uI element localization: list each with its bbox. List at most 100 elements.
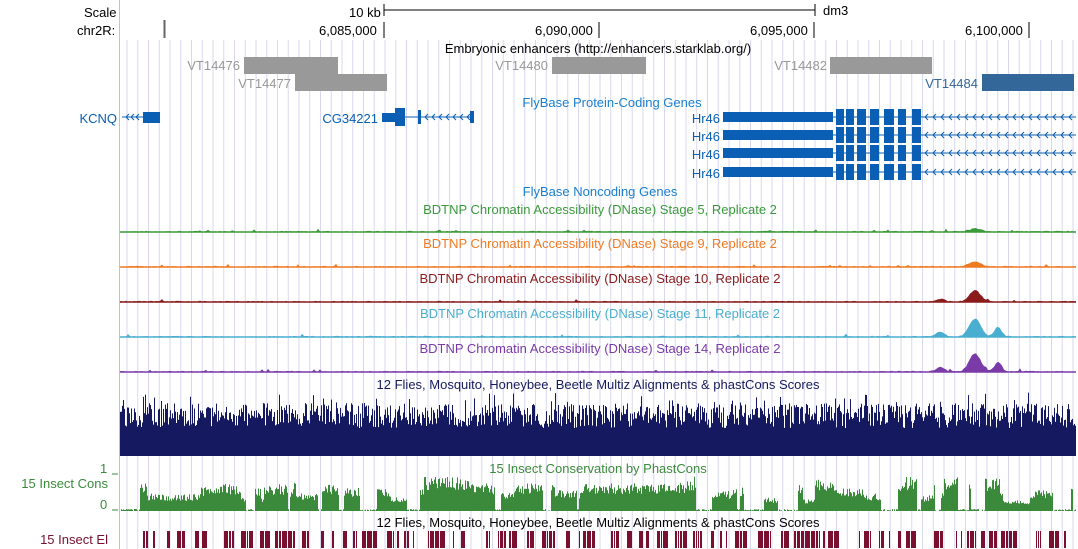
conserved-element — [675, 531, 677, 548]
conserved-element — [232, 531, 234, 548]
strand-arrow — [1052, 113, 1057, 121]
gene-label-hr46[interactable]: Hr46 — [691, 129, 720, 144]
gene-label-cg34221[interactable]: CG34221 — [322, 111, 378, 126]
conserved-element — [592, 531, 595, 548]
strand-arrow — [1044, 149, 1049, 157]
conserved-element — [373, 531, 377, 548]
strand-arrow — [964, 113, 969, 121]
conserved-element — [549, 531, 552, 548]
strand-arrow — [1028, 168, 1033, 176]
conserved-element — [177, 531, 181, 548]
enhancer-label[interactable]: VT14480 — [495, 58, 548, 73]
strand-arrow — [1004, 113, 1009, 121]
strand-arrow — [130, 113, 135, 121]
conserved-element — [1009, 531, 1012, 548]
conserved-element — [413, 531, 414, 548]
strand-arrow — [1044, 113, 1049, 121]
strand-arrow — [964, 149, 969, 157]
conserved-element — [583, 531, 586, 548]
conserved-element — [512, 531, 517, 548]
conserved-element — [527, 531, 529, 548]
conserved-element — [828, 531, 833, 548]
gene-exon — [857, 109, 866, 125]
strand-arrow — [924, 149, 929, 157]
dnase-stage5-title[interactable]: BDTNP Chromatin Accessibility (DNase) St… — [423, 202, 777, 217]
conserved-element — [153, 531, 155, 548]
conserved-element — [797, 531, 800, 548]
strand-arrow — [1060, 113, 1065, 121]
conserved-element — [509, 531, 511, 548]
conserved-element — [834, 531, 839, 548]
multiz-track-title[interactable]: 12 Flies, Mosquito, Honeybee, Beetle Mul… — [376, 377, 820, 392]
dnase-signal — [120, 261, 1076, 267]
strand-arrow — [956, 131, 961, 139]
gene-label-kcnq[interactable]: KCNQ — [79, 111, 117, 126]
strand-arrow — [932, 149, 937, 157]
strand-arrow — [940, 149, 945, 157]
conserved-element — [404, 531, 406, 548]
strand-arrow — [1028, 113, 1033, 121]
gene-label-hr46[interactable]: Hr46 — [691, 147, 720, 162]
conserved-element — [956, 531, 957, 548]
dnase-stage10-title[interactable]: BDTNP Chromatin Accessibility (DNase) St… — [419, 271, 781, 286]
elements-side-label[interactable]: 15 Insect El — [40, 532, 108, 547]
conserved-element — [500, 531, 503, 548]
conserved-element — [794, 531, 796, 548]
strand-arrow — [1012, 149, 1017, 157]
strand-arrow — [996, 131, 1001, 139]
enhancer-feature — [830, 57, 932, 74]
gene-label-hr46[interactable]: Hr46 — [691, 111, 720, 126]
strand-arrow — [1004, 149, 1009, 157]
enhancer-label[interactable]: VT14476 — [187, 58, 240, 73]
phastcons-track-title[interactable]: 15 Insect Conservation by PhastCons — [489, 461, 707, 476]
enhancer-label[interactable]: VT14477 — [238, 76, 291, 91]
conserved-element — [823, 531, 825, 548]
enhancer-track-title[interactable]: Embryonic enhancers (http://enhancers.st… — [444, 41, 752, 56]
dnase-stage9-title[interactable]: BDTNP Chromatin Accessibility (DNase) St… — [423, 236, 777, 251]
conserved-element — [486, 531, 488, 548]
elements-track-title[interactable]: 12 Flies, Mosquito, Honeybee, Beetle Mul… — [376, 515, 820, 530]
phastcons-scale-max: 1 — [100, 461, 108, 476]
scale-bar-label: 10 kb — [349, 5, 381, 20]
conserved-element — [195, 531, 199, 548]
strand-arrow — [1036, 149, 1041, 157]
enhancer-label[interactable]: VT14484 — [925, 76, 978, 91]
conserved-element — [879, 531, 880, 548]
gene-exon — [857, 164, 866, 180]
gene-exon — [846, 127, 854, 143]
noncoding-track-title[interactable]: FlyBase Noncoding Genes — [522, 184, 678, 199]
conserved-element — [279, 531, 281, 548]
enhancer-label[interactable]: VT14482 — [774, 58, 827, 73]
enhancer-feature — [552, 57, 646, 74]
conserved-element — [498, 531, 499, 548]
gene-exon — [836, 127, 844, 143]
conserved-element — [616, 531, 619, 548]
conserved-element — [646, 531, 649, 548]
conserved-element — [224, 531, 228, 548]
conserved-element — [387, 531, 392, 548]
strand-arrow — [424, 113, 429, 121]
protein-genes-track-title[interactable]: FlyBase Protein-Coding Genes — [522, 95, 702, 110]
conserved-element — [247, 531, 248, 548]
gene-exon — [912, 148, 921, 158]
conserved-element — [870, 531, 871, 548]
dnase-stage14-title[interactable]: BDTNP Chromatin Accessibility (DNase) St… — [419, 341, 781, 356]
conserved-element — [302, 531, 306, 548]
enhancer-feature — [982, 74, 1074, 91]
strand-arrow — [972, 113, 977, 121]
strand-arrow — [1028, 149, 1033, 157]
position-label: 6,095,000 — [750, 23, 808, 38]
strand-arrow — [1068, 149, 1073, 157]
phastcons-side-label[interactable]: 15 Insect Cons — [21, 476, 108, 491]
conserved-element — [698, 531, 699, 548]
dnase-stage11-title[interactable]: BDTNP Chromatin Accessibility (DNase) St… — [419, 306, 781, 321]
gene-exon — [898, 127, 906, 143]
conserved-element — [801, 531, 804, 548]
conserved-element — [663, 531, 668, 548]
gene-label-hr46[interactable]: Hr46 — [691, 166, 720, 181]
conserved-element — [428, 531, 429, 548]
conserved-element — [678, 531, 679, 548]
conserved-element — [282, 531, 287, 548]
